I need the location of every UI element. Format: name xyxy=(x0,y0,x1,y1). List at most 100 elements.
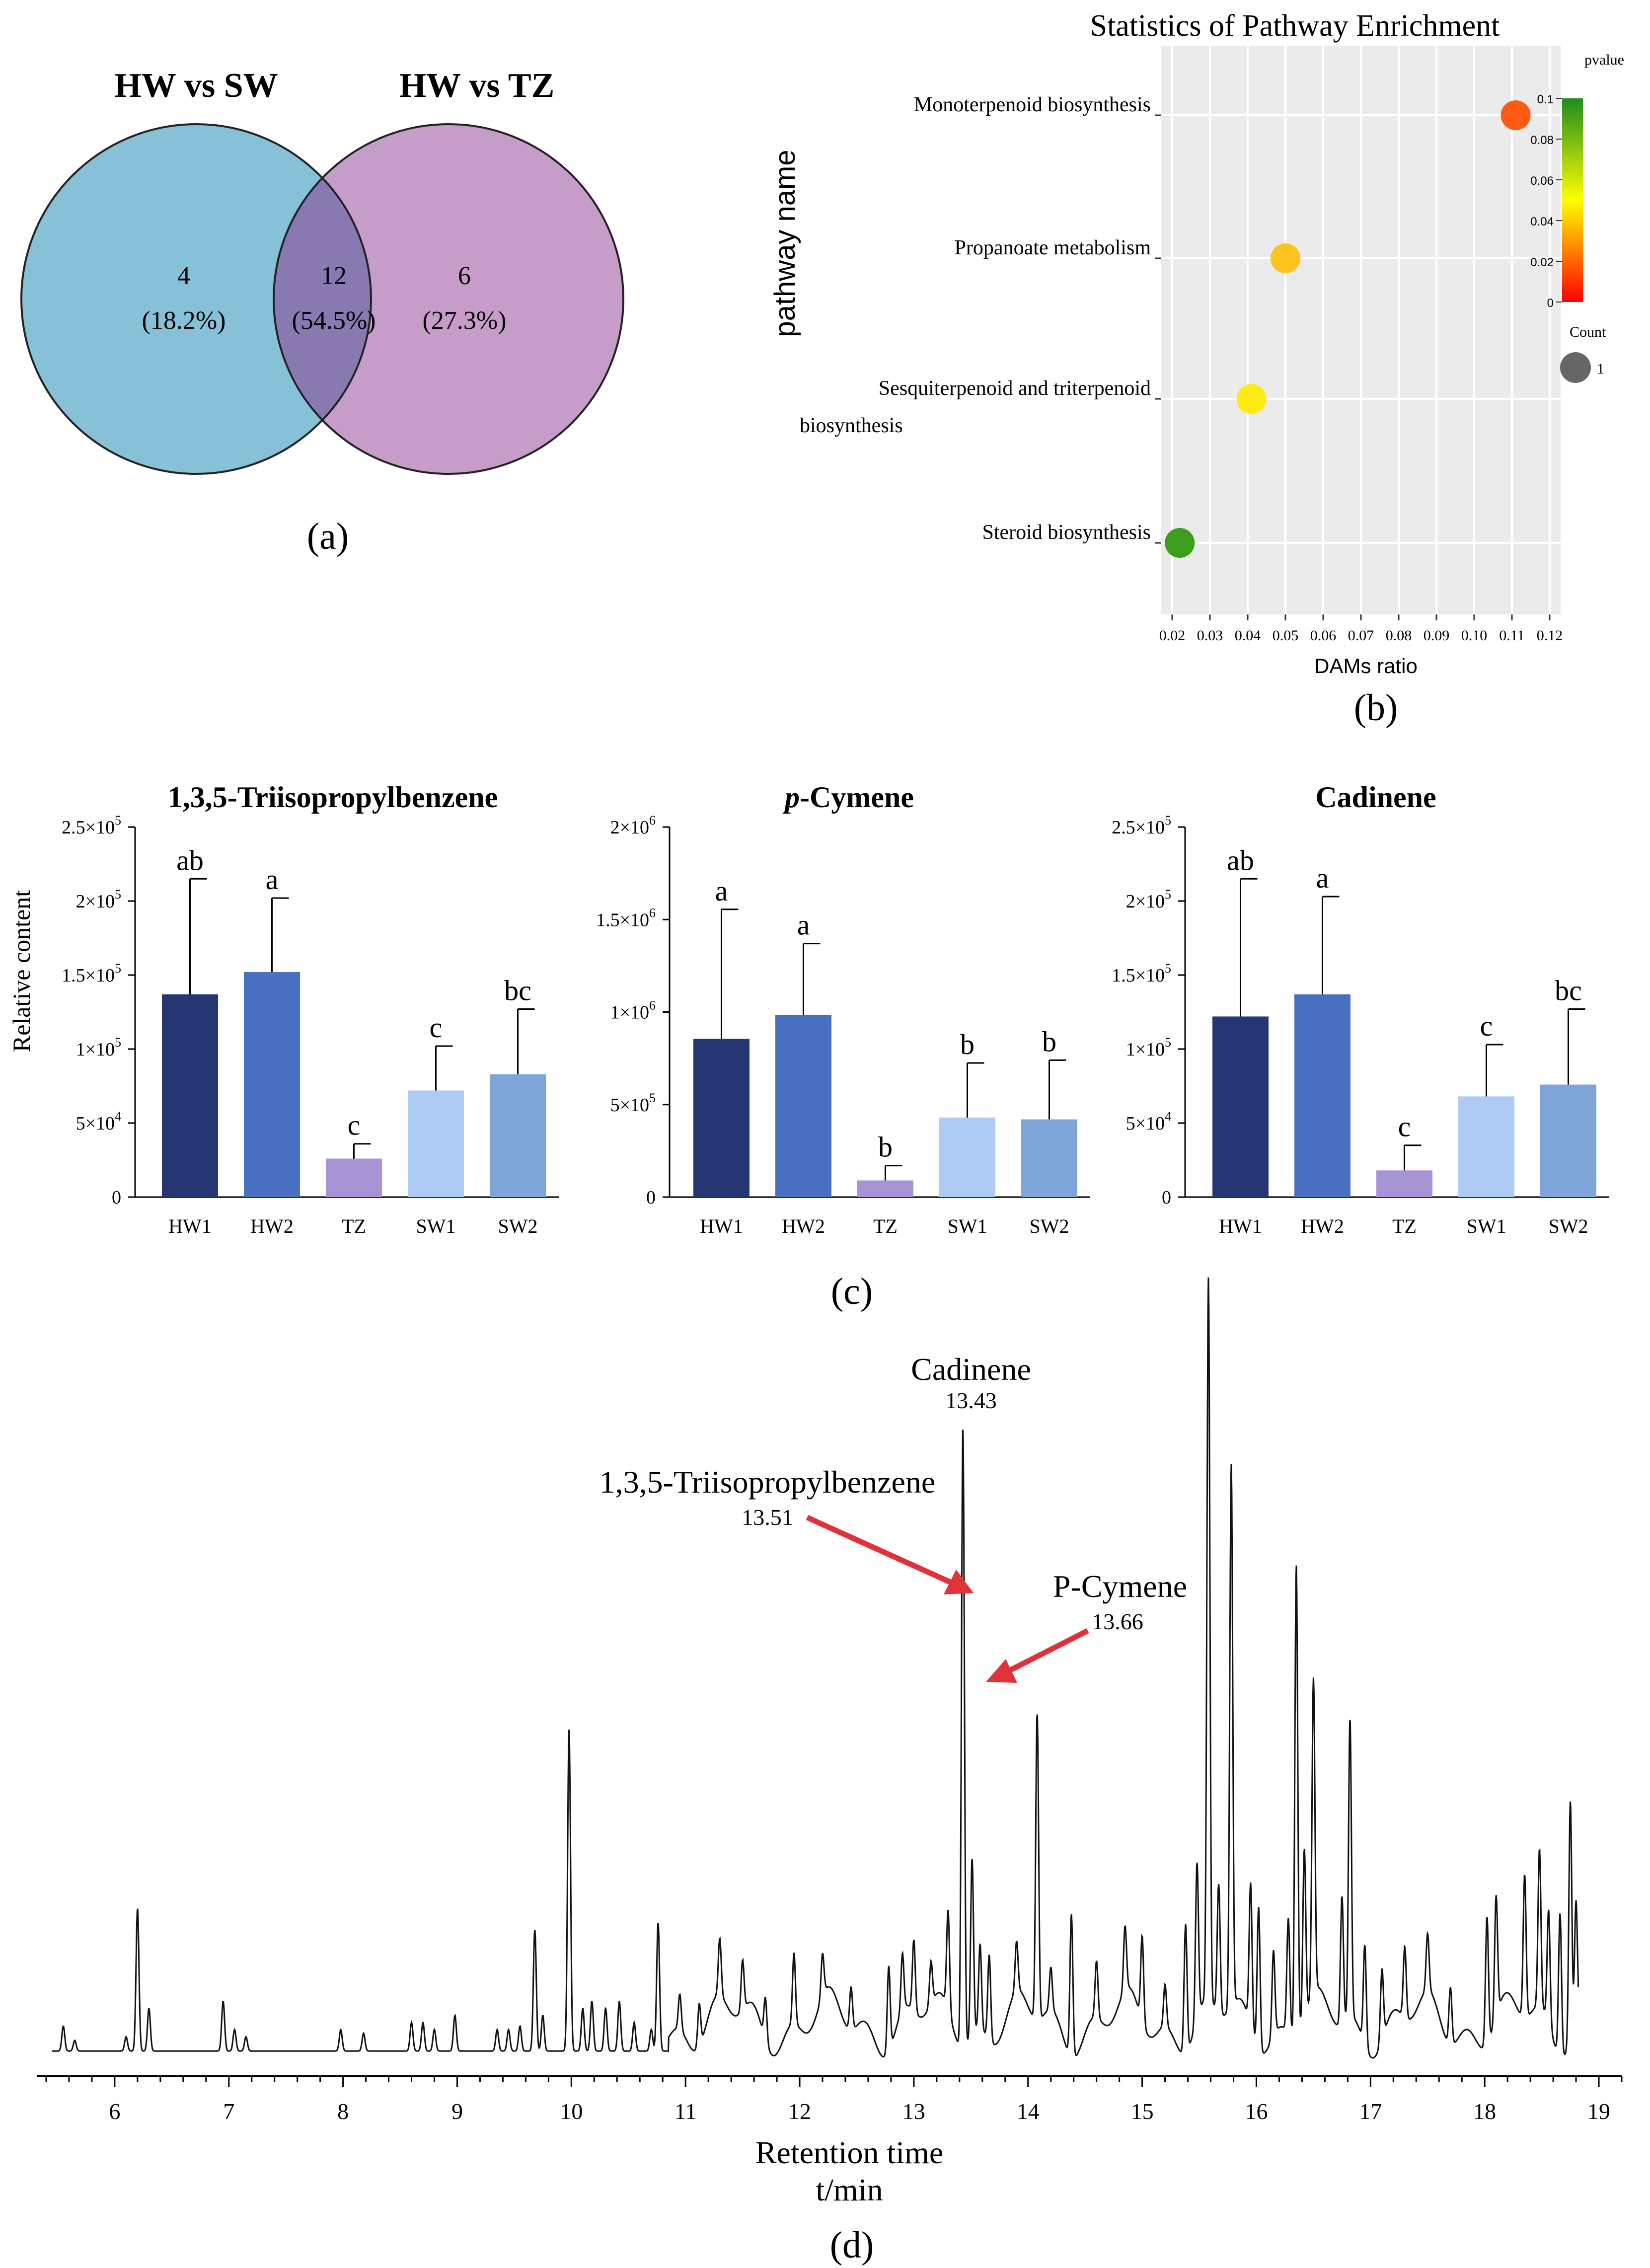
bar-significance-letter: b xyxy=(960,1028,975,1060)
bar-y-tick-exponent: 6 xyxy=(649,813,656,828)
chromatogram-panel: 6 7 8 9 10 11 12 13 14 15 16 17 18 19 Retention time … xyxy=(37,1277,1623,2266)
enrichment-x-tick-label: 0.03 xyxy=(1197,627,1223,644)
bar-significance-letter: c xyxy=(430,1011,443,1044)
bar-y-tick-label: 1×106 xyxy=(610,998,656,1023)
enrichment-x-tick-label: 0.09 xyxy=(1424,627,1450,644)
bar-significance-letter: c xyxy=(348,1109,361,1141)
bar xyxy=(1376,1170,1432,1197)
bar xyxy=(1212,1016,1269,1197)
bar-significance-letter: bc xyxy=(504,975,531,1007)
count-legend-title: Count xyxy=(1570,324,1606,340)
pvalue-legend-title: pvalue xyxy=(1584,52,1624,68)
bar-panel: Relative content 1,3,5-Triisopropylbenze… xyxy=(7,781,1609,1312)
arrowhead-pcymene xyxy=(986,1659,1017,1683)
bar-y-axis-label: Relative content xyxy=(7,890,35,1052)
bar-y-tick-exponent: 5 xyxy=(649,1091,656,1105)
panel-label-c: (c) xyxy=(831,1271,873,1312)
bar-chart-cadinene: 05×1041×1051.5×1052×1052.5×105abHW1aHW2c… xyxy=(1112,813,1609,1237)
bar xyxy=(490,1074,546,1197)
pathway-dot xyxy=(1236,384,1267,414)
bar-y-tick-mantissa: 1.5×10 xyxy=(62,965,115,986)
bar-chart-pcymene: 05×1051×1061.5×1062×106aHW1aHW2bTZbSW1bS… xyxy=(596,813,1090,1237)
bar xyxy=(775,1015,831,1197)
bar-y-tick-exponent: 5 xyxy=(1165,887,1171,902)
bar-y-tick-label: 5×104 xyxy=(1126,1109,1171,1134)
bar-y-tick-label: 0 xyxy=(1162,1187,1171,1208)
bar-y-tick-label: 0 xyxy=(646,1187,656,1208)
arrowhead-triisopropylbenzene xyxy=(944,1570,974,1594)
chromatogram-tick-label: 17 xyxy=(1359,2099,1382,2124)
bar2-title-rest: -Cymene xyxy=(800,781,914,814)
bar-y-tick-mantissa: 1×10 xyxy=(1126,1039,1165,1060)
enrichment-x-tick-label: 0.12 xyxy=(1537,627,1563,644)
annotation-triisopropylbenzene-name: 1,3,5-Triisopropylbenzene xyxy=(600,1464,936,1500)
venn-count-right: 6 xyxy=(458,262,471,290)
enrichment-x-tick-label: 0.06 xyxy=(1310,627,1337,644)
bar-y-tick-mantissa: 5×10 xyxy=(1126,1113,1165,1134)
pvalue-legend-tick-label: 0.06 xyxy=(1530,174,1554,188)
bar-y-tick-label: 5×104 xyxy=(76,1109,121,1134)
bar-significance-letter: a xyxy=(1316,862,1329,894)
bar-y-tick-mantissa: 1×10 xyxy=(76,1039,115,1060)
chromatogram-tick-label: 12 xyxy=(788,2099,811,2124)
bar-y-tick-label: 5×105 xyxy=(610,1091,656,1116)
bar-category-label: SW1 xyxy=(948,1215,987,1237)
bar-y-tick-mantissa: 2×10 xyxy=(1126,891,1165,912)
bar-y-tick-label: 1×105 xyxy=(1126,1035,1171,1060)
chromatogram-x-axis-unit: t/min xyxy=(816,2172,883,2207)
bar-y-tick-exponent: 5 xyxy=(115,961,121,976)
bar-significance-letter: b xyxy=(1042,1025,1056,1058)
annotation-cadinene-name: Cadinene xyxy=(911,1352,1031,1387)
annotation-triisopropylbenzene-time: 13.51 xyxy=(742,1505,793,1530)
bar xyxy=(1021,1119,1077,1197)
venn-percent-right: (27.3%) xyxy=(423,306,507,335)
bar-y-tick-exponent: 6 xyxy=(649,998,656,1013)
bar-y-tick-mantissa: 2.5×10 xyxy=(1112,817,1165,838)
bar-y-tick-label: 0 xyxy=(112,1187,121,1208)
chromatogram-tick-label: 15 xyxy=(1131,2099,1154,2124)
pathway-label: Steroid biosynthesis xyxy=(982,521,1151,544)
count-legend-value: 1 xyxy=(1597,361,1604,377)
enrichment-x-axis-label: DAMs ratio xyxy=(1314,654,1418,678)
pathway-dot xyxy=(1500,100,1531,130)
chromatogram-tick-label: 18 xyxy=(1473,2099,1496,2124)
bar-category-label: SW1 xyxy=(1467,1215,1506,1237)
bar-significance-letter: ab xyxy=(176,844,204,876)
enrichment-x-tick-label: 0.04 xyxy=(1235,627,1261,644)
bar-y-tick-exponent: 5 xyxy=(115,813,121,828)
bar-significance-letter: a xyxy=(266,863,279,896)
bar-significance-letter: b xyxy=(878,1131,893,1163)
enrichment-title: Statistics of Pathway Enrichment xyxy=(1090,9,1500,43)
bar-category-label: SW2 xyxy=(1549,1215,1588,1237)
bar-y-tick-exponent: 6 xyxy=(649,906,656,920)
bar-y-tick-exponent: 4 xyxy=(115,1109,121,1124)
bar xyxy=(939,1117,995,1197)
chromatogram-tick-label: 9 xyxy=(451,2099,463,2124)
bar-category-label: SW1 xyxy=(416,1215,456,1237)
venn-circle-hw-vs-sw xyxy=(21,124,371,474)
bar2-title: p-Cymene xyxy=(782,781,914,814)
bar-category-label: HW2 xyxy=(250,1215,294,1237)
pathway-dot xyxy=(1271,243,1300,273)
bar xyxy=(1294,994,1350,1197)
venn-count-shared: 12 xyxy=(321,262,347,290)
bar-y-tick-mantissa: 2×10 xyxy=(610,817,649,838)
bar-chart-triisopropylbenzene: 05×1041×1051.5×1052×1052.5×105abHW1aHW2c… xyxy=(62,813,559,1237)
bar-y-tick-mantissa: 1.5×10 xyxy=(1112,965,1165,986)
pathway-label: Monoterpenoid biosynthesis xyxy=(914,93,1151,116)
bar-y-tick-exponent: 5 xyxy=(115,1035,121,1050)
bar-category-label: HW1 xyxy=(168,1215,212,1237)
bar-category-label: HW1 xyxy=(1219,1215,1262,1237)
bar3-title: Cadinene xyxy=(1315,781,1436,814)
bar-category-label: SW2 xyxy=(1030,1215,1069,1237)
panel-label-a: (a) xyxy=(307,516,349,557)
bar-significance-letter: bc xyxy=(1555,975,1582,1007)
count-legend-dot xyxy=(1560,352,1591,383)
bar-y-tick-exponent: 5 xyxy=(1165,813,1171,828)
enrichment-panel: Statistics of Pathway Enrichment 0.02 0.0… xyxy=(769,9,1624,729)
bar xyxy=(326,1158,382,1197)
enrichment-x-tick-label: 0.11 xyxy=(1499,627,1524,644)
chromatogram-tick-label: 14 xyxy=(1017,2099,1040,2124)
venn-set-label-right: HW vs TZ xyxy=(399,67,555,105)
